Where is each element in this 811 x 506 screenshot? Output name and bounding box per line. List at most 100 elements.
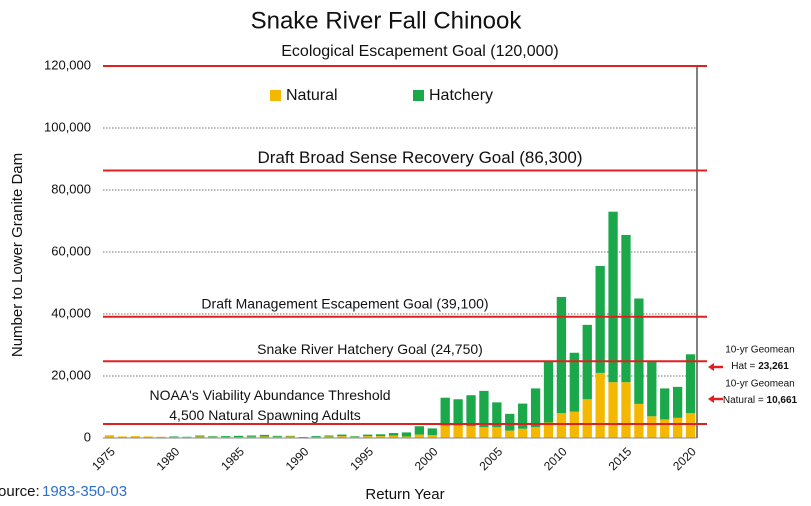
bar-segment xyxy=(350,436,360,437)
bar-segment xyxy=(337,436,347,438)
bar-segment xyxy=(195,435,205,437)
bar-segment xyxy=(634,298,644,404)
y-tick-label: 0 xyxy=(84,429,91,444)
bar-segment xyxy=(350,436,360,438)
bar-segment xyxy=(672,417,683,438)
bar-segment xyxy=(259,436,270,438)
annotation-text: Natural = 10,661 xyxy=(723,395,798,406)
bar-segment xyxy=(324,436,334,438)
bar-segment xyxy=(530,427,541,438)
bar-segment xyxy=(143,436,153,438)
bar-segment xyxy=(388,433,399,436)
annotation-title: 10-yr Geomean xyxy=(725,345,794,356)
goal-label: Draft Broad Sense Recovery Goal (86,300) xyxy=(257,148,582,167)
bar-segment xyxy=(453,425,463,438)
bar-segment xyxy=(569,352,579,412)
bar-segment xyxy=(634,403,644,438)
bar-segment xyxy=(621,382,631,438)
bar-segment xyxy=(556,413,567,438)
bar-segment xyxy=(311,436,321,438)
x-tick-label: 2015 xyxy=(606,444,635,473)
x-tick-label: 1980 xyxy=(154,444,183,473)
bar-segment xyxy=(479,427,489,438)
bar-segment xyxy=(195,436,205,438)
annotation-arrowhead xyxy=(708,395,714,403)
bar-segment xyxy=(440,397,450,426)
bar-segment xyxy=(401,436,412,438)
bar-segment xyxy=(221,436,231,438)
y-tick-label: 100,000 xyxy=(44,119,91,134)
bar-segment xyxy=(272,436,282,438)
bar-segment xyxy=(156,436,166,438)
y-tick-label: 80,000 xyxy=(51,181,91,196)
x-tick-label: 2010 xyxy=(541,444,570,473)
bar-segment xyxy=(479,390,489,428)
bar-segment xyxy=(582,399,592,438)
bar-segment xyxy=(117,436,128,438)
bar-segment xyxy=(505,430,515,438)
bar-segment xyxy=(660,388,670,420)
source-link-text[interactable]: 1983-350-03 xyxy=(42,483,127,500)
y-tick-label: 20,000 xyxy=(51,367,91,382)
x-tick-label: 1995 xyxy=(347,444,376,473)
bar-segment xyxy=(543,422,554,438)
bar-segment xyxy=(208,436,218,437)
bar-segment xyxy=(337,434,347,437)
y-axis-label: Number to Lower Granite Dam xyxy=(9,153,26,357)
legend-label: Hatchery xyxy=(429,87,493,104)
bar-segment xyxy=(233,435,244,438)
x-tick-label: 1985 xyxy=(218,444,247,473)
goal-label: NOAA's Viability Abundance Threshold xyxy=(149,387,390,403)
chart-title: Snake River Fall Chinook xyxy=(251,7,523,34)
y-tick-label: 60,000 xyxy=(51,243,91,258)
bar-segment xyxy=(492,427,502,438)
bar-segment xyxy=(363,436,373,438)
y-tick-label: 120,000 xyxy=(44,57,91,72)
bar-segment xyxy=(530,388,541,428)
bar-segment xyxy=(169,436,179,438)
x-tick-label: 2020 xyxy=(670,444,699,473)
bar-segment xyxy=(685,354,696,414)
goal-label: Ecological Escapement Goal (120,000) xyxy=(281,43,559,60)
legend-swatch xyxy=(270,90,281,101)
bar-segment xyxy=(401,432,412,437)
bar-segment xyxy=(685,413,696,438)
bar-segment xyxy=(388,435,399,438)
bar-segment xyxy=(556,296,567,414)
annotation-value: 23,261 xyxy=(758,361,789,372)
annotation-title: 10-yr Geomean xyxy=(725,379,794,390)
bar-segment xyxy=(246,435,257,437)
x-tick-label: 2005 xyxy=(476,444,505,473)
x-axis-label: Return Year xyxy=(365,486,444,503)
bar-segment xyxy=(647,362,657,417)
bar-segment xyxy=(518,403,528,429)
bar-segment xyxy=(427,435,437,438)
goal-label: Draft Management Escapement Goal (39,100… xyxy=(201,295,488,311)
bar-segment xyxy=(414,434,425,438)
bar-segment xyxy=(298,437,308,438)
annotation-arrowhead xyxy=(708,363,714,371)
bar-segment xyxy=(414,426,425,435)
bar-segment xyxy=(453,399,463,426)
x-tick-label: 1990 xyxy=(283,444,312,473)
goal-label: 4,500 Natural Spawning Adults xyxy=(169,407,360,423)
y-tick-label: 40,000 xyxy=(51,305,91,320)
bar-segment xyxy=(259,434,270,437)
bar-segment xyxy=(543,360,554,423)
x-tick-label: 1975 xyxy=(89,444,118,473)
bar-segment xyxy=(375,434,386,437)
source-label: Source: xyxy=(0,483,40,500)
x-tick-label: 2000 xyxy=(412,444,441,473)
bar-segment xyxy=(285,436,295,438)
bar-segment xyxy=(608,211,618,383)
source-link[interactable]: 1983-350-03 xyxy=(42,483,127,500)
bar-segment xyxy=(608,382,618,438)
bar-segment xyxy=(363,434,373,437)
bar-segment xyxy=(595,265,605,373)
legend-label: Natural xyxy=(286,87,338,104)
goal-label: Snake River Hatchery Goal (24,750) xyxy=(257,341,483,357)
bar-segment xyxy=(518,428,528,438)
bar-segment xyxy=(647,416,657,438)
bar-segment xyxy=(208,436,218,438)
bar-segment xyxy=(324,435,334,437)
